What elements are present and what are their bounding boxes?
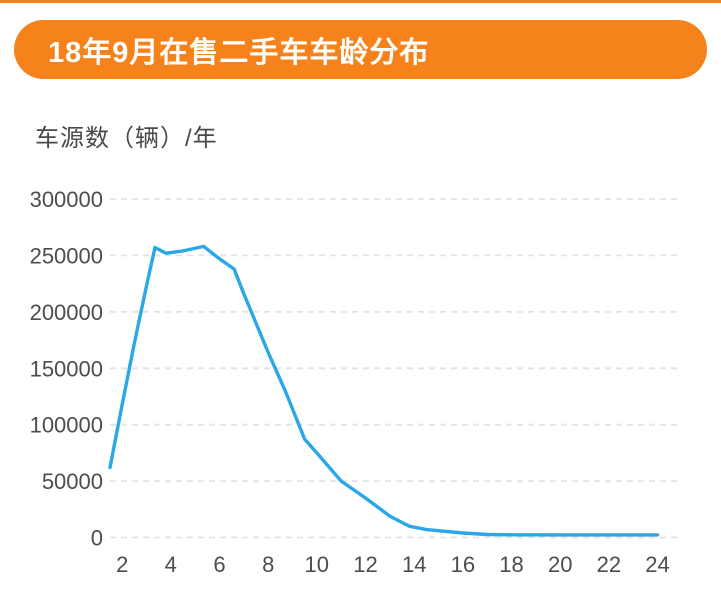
y-tick-label: 0 (91, 526, 103, 551)
x-tick-label: 10 (305, 552, 329, 577)
chart-title: 18年9月在售二手车车龄分布 (48, 36, 430, 69)
y-tick-label: 50000 (42, 469, 103, 494)
x-tick-label: 12 (353, 552, 377, 577)
y-tick-label: 250000 (30, 243, 103, 268)
y-tick-label: 300000 (30, 187, 103, 212)
x-tick-label: 20 (548, 552, 572, 577)
y-tick-label: 100000 (30, 413, 103, 438)
top-accent-stripe (0, 0, 721, 3)
x-tick-label: 18 (499, 552, 523, 577)
y-axis-title: 车源数（辆）/年 (35, 125, 218, 152)
x-tick-label: 22 (597, 552, 621, 577)
chart-title-banner: 18年9月在售二手车车龄分布 (14, 20, 707, 79)
data-line (108, 244, 660, 537)
y-tick-label: 200000 (30, 300, 103, 325)
y-tick-label: 150000 (30, 356, 103, 381)
x-tick-label: 2 (116, 552, 128, 577)
x-tick-label: 8 (262, 552, 274, 577)
x-tick-label: 14 (402, 552, 426, 577)
x-tick-label: 4 (165, 552, 177, 577)
x-tick-label: 24 (645, 552, 669, 577)
x-tick-label: 6 (213, 552, 225, 577)
x-tick-label: 16 (451, 552, 475, 577)
